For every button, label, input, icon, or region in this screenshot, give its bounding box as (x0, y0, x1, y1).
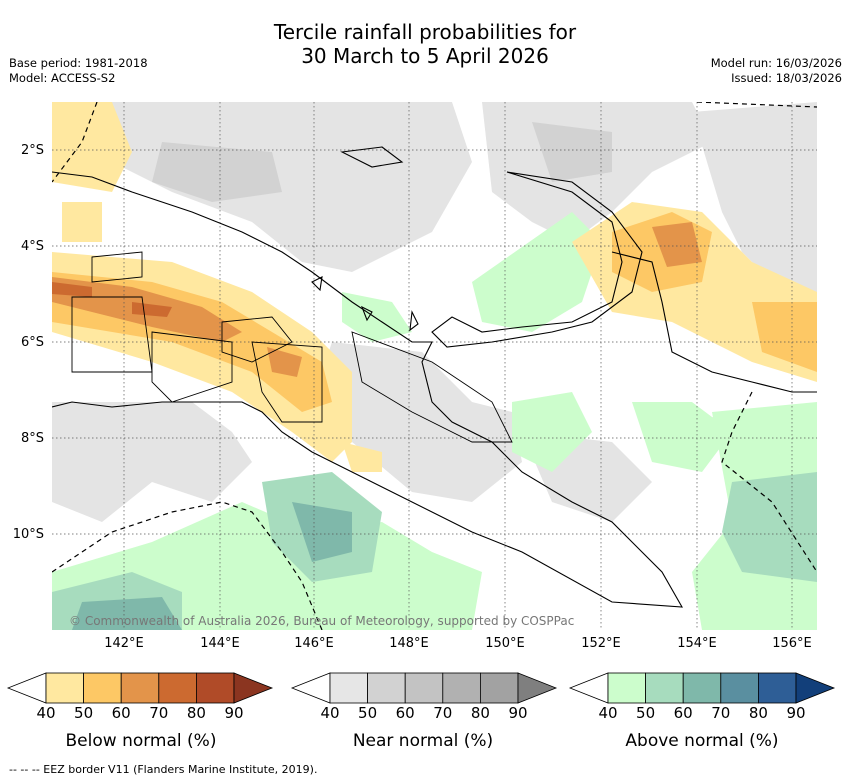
near-colorbar-tick-label: 80 (470, 704, 490, 722)
above-colorbar-max-tip (795, 672, 836, 704)
above-normal-title: Above normal (%) (625, 731, 779, 751)
above-colorbar-swatch (645, 672, 684, 704)
near-colorbar-swatch (329, 672, 368, 704)
near-colorbar-tick-label: 50 (358, 704, 378, 722)
copyright-text: © Commonwealth of Australia 2026, Bureau… (69, 614, 574, 628)
below-colorbar-tick-label: 70 (149, 704, 169, 722)
lat-label-4s: 4°S (20, 239, 44, 254)
near-normal-title: Near normal (%) (352, 731, 494, 751)
near-colorbar-swatch (367, 672, 406, 704)
below-normal-70 (52, 282, 172, 317)
above-colorbar-swatch (720, 672, 759, 704)
title-line-1: Tercile rainfall probabilities for (273, 20, 577, 44)
model-run-text: Model run: 16/03/2026 (710, 56, 842, 70)
near-colorbar-swatch (442, 672, 481, 704)
lon-label-146e: 146°E (294, 636, 334, 651)
lon-label-154e: 154°E (677, 636, 717, 651)
above-normal-60 (72, 502, 352, 630)
provincial-borders (71, 251, 513, 443)
lat-label-2s: 2°S (20, 143, 44, 158)
lon-label-156e: 156°E (772, 636, 812, 651)
lon-label-148e: 148°E (389, 636, 429, 651)
meta-right: Model run: 16/03/2026 Issued: 18/03/2026 (711, 56, 842, 86)
below-colorbar-tick-label: 60 (111, 704, 131, 722)
eez-border (52, 102, 817, 630)
lon-label-142e: 142°E (104, 636, 144, 651)
near-normal-darker (152, 122, 612, 202)
near-colorbar-swatch (479, 672, 519, 704)
above-colorbar-min-tip (568, 672, 609, 704)
below-colorbar-swatch (158, 672, 197, 704)
model-text: Model: ACCESS-S2 (9, 71, 116, 85)
above-colorbar-tick-label: 70 (711, 704, 731, 722)
title-line-2: 30 March to 5 April 2026 (301, 44, 549, 68)
coastlines (52, 146, 817, 608)
near-colorbar-swatch (404, 672, 444, 704)
lat-label-8s: 8°S (20, 431, 44, 446)
below-colorbar-max-tip (233, 672, 274, 704)
near-colorbar-max-tip (517, 672, 558, 704)
probability-map: © Commonwealth of Australia 2026, Bureau… (52, 102, 817, 630)
below-colorbar-swatch (195, 672, 235, 704)
lon-label-150e: 150°E (485, 636, 525, 651)
lat-label-6s: 6°S (20, 335, 44, 350)
colorbars (6, 672, 836, 704)
base-period-text: Base period: 1981-2018 (9, 56, 148, 70)
below-colorbar-tick-label: 90 (224, 704, 244, 722)
lon-label-144e: 144°E (200, 636, 240, 651)
below-colorbar-swatch (83, 672, 122, 704)
near-normal-regions (52, 102, 817, 522)
near-colorbar-tick-label: 40 (320, 704, 340, 722)
above-colorbar-tick-label: 90 (786, 704, 806, 722)
below-colorbar-tick-label: 40 (36, 704, 56, 722)
graticule (52, 102, 817, 630)
colorbar-below-normal (6, 672, 274, 704)
eez-footer-note: -- -- -- EEZ border V11 (Flanders Marine… (9, 763, 318, 776)
above-colorbar-tick-label: 40 (598, 704, 618, 722)
colorbar-near-normal (290, 672, 558, 704)
below-colorbar-swatch (120, 672, 160, 704)
map-canvas: © Commonwealth of Australia 2026, Bureau… (52, 102, 817, 630)
issued-text: Issued: 18/03/2026 (731, 71, 842, 85)
above-colorbar-tick-label: 50 (636, 704, 656, 722)
below-colorbar-tick-label: 50 (74, 704, 94, 722)
lat-label-10s: 10°S (12, 527, 44, 542)
below-colorbar-swatch (45, 672, 84, 704)
lon-label-152e: 152°E (581, 636, 621, 651)
near-colorbar-tick-label: 70 (433, 704, 453, 722)
above-colorbar-swatch (682, 672, 722, 704)
below-colorbar-min-tip (6, 672, 47, 704)
map-title: Tercile rainfall probabilities for 30 Ma… (0, 20, 850, 68)
near-colorbar-tick-label: 90 (508, 704, 528, 722)
above-colorbar-tick-label: 80 (748, 704, 768, 722)
below-colorbar-tick-label: 80 (186, 704, 206, 722)
below-normal-title: Below normal (%) (65, 731, 217, 751)
near-colorbar-min-tip (290, 672, 331, 704)
above-colorbar-tick-label: 60 (673, 704, 693, 722)
near-colorbar-tick-label: 60 (395, 704, 415, 722)
colorbar-above-normal (568, 672, 836, 704)
above-colorbar-swatch (758, 672, 797, 704)
meta-left: Base period: 1981-2018 Model: ACCESS-S2 (9, 56, 148, 86)
above-colorbar-swatch (607, 672, 646, 704)
